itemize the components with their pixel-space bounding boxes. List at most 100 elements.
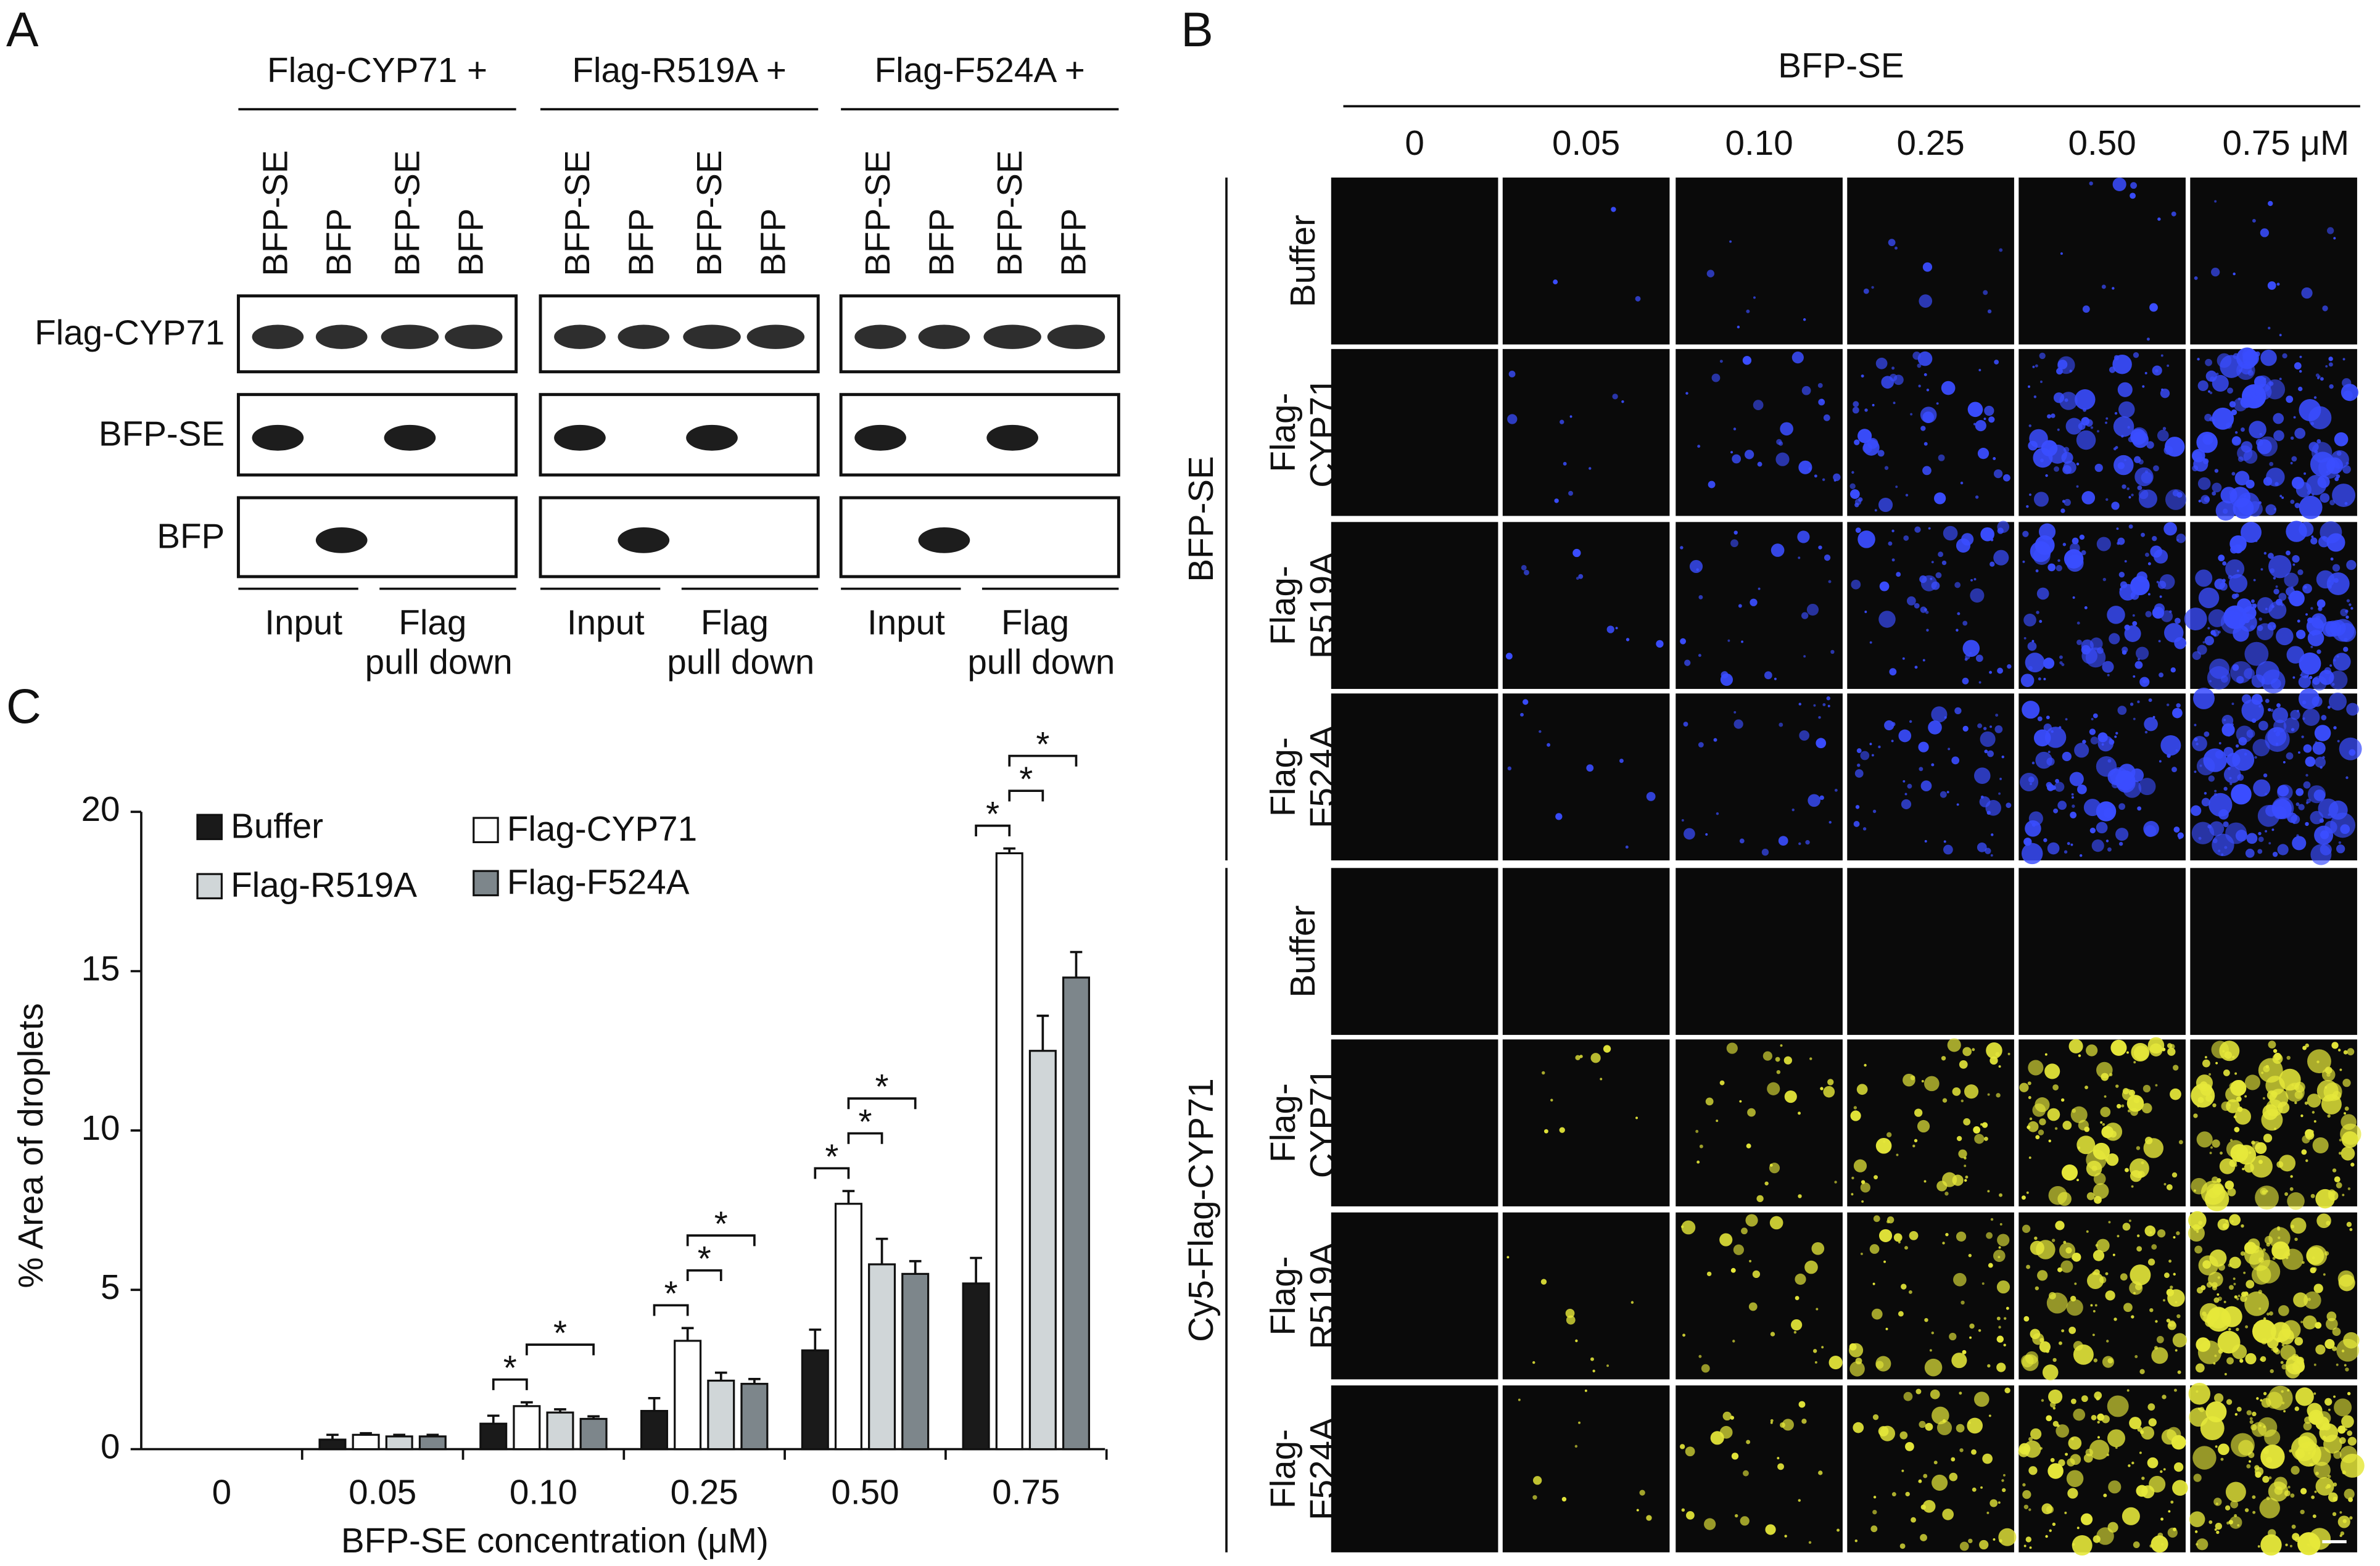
- droplet: [2301, 287, 2313, 299]
- droplet: [2023, 637, 2027, 640]
- droplet: [1803, 318, 1806, 321]
- droplet: [1975, 495, 1979, 499]
- droplet: [1711, 373, 1721, 382]
- droplet: [1901, 799, 1912, 810]
- droplet: [2279, 495, 2283, 498]
- droplet: [2313, 1284, 2323, 1293]
- blot-band: [983, 324, 1041, 349]
- droplet: [2160, 354, 2163, 357]
- droplet: [2244, 641, 2269, 666]
- droplet: [2046, 1349, 2050, 1353]
- droplet: [2178, 836, 2181, 839]
- droplet: [2093, 1250, 2105, 1261]
- droplet: [2117, 1235, 2120, 1238]
- error-bar: [587, 1415, 600, 1419]
- bar: [1062, 976, 1090, 1451]
- droplet: [2278, 1305, 2289, 1316]
- droplet: [2342, 1193, 2345, 1197]
- droplet: [2156, 1336, 2164, 1343]
- droplet: [2317, 476, 2330, 488]
- droplet: [2236, 1145, 2257, 1165]
- droplet: [2316, 570, 2335, 589]
- droplet: [1851, 1176, 1854, 1180]
- droplet: [2028, 811, 2043, 826]
- droplet: [2133, 1292, 2136, 1295]
- droplet: [2332, 1512, 2337, 1517]
- droplet: [2229, 1285, 2234, 1290]
- error-bar: [681, 1327, 694, 1341]
- droplet: [1731, 1453, 1739, 1460]
- droplet: [2320, 377, 2324, 381]
- bar: [640, 1409, 669, 1451]
- droplet: [2103, 807, 2114, 818]
- droplet: [2303, 1422, 2312, 1431]
- droplet: [1959, 1060, 1968, 1069]
- droplet: [2060, 1098, 2065, 1102]
- blot-band: [918, 527, 970, 553]
- droplet: [2234, 471, 2250, 486]
- droplet: [2094, 463, 2103, 472]
- droplet: [1823, 1086, 1835, 1098]
- error-bar: [1070, 950, 1083, 978]
- droplet: [1679, 1444, 1685, 1449]
- droplet: [2160, 610, 2173, 622]
- droplet: [1917, 363, 1922, 368]
- droplet: [2091, 839, 2104, 852]
- droplet: [2260, 228, 2270, 237]
- droplet: [2027, 641, 2037, 651]
- significance-label: *: [714, 1204, 728, 1243]
- droplet: [1923, 1180, 1927, 1183]
- droplet: [1806, 603, 1819, 616]
- droplet: [2192, 1224, 2200, 1232]
- droplet: [1941, 381, 1956, 395]
- droplet: [2286, 550, 2291, 556]
- droplet: [2230, 545, 2238, 554]
- significance-bracket: [686, 1234, 756, 1247]
- droplet: [2328, 1189, 2336, 1197]
- droplet: [2270, 709, 2274, 712]
- droplet: [2176, 1231, 2180, 1235]
- droplet: [2028, 666, 2033, 670]
- droplet: [1507, 414, 1518, 424]
- droplet: [1626, 638, 1630, 641]
- droplet: [2130, 429, 2147, 445]
- droplet: [2281, 1343, 2285, 1346]
- droplet: [2039, 620, 2043, 623]
- droplet: [2282, 1248, 2304, 1271]
- droplet: [2299, 522, 2314, 537]
- blot-box: [236, 496, 518, 579]
- droplet: [2204, 636, 2214, 646]
- droplet: [2110, 767, 2128, 786]
- droplet: [2307, 1543, 2310, 1546]
- droplet: [2302, 583, 2312, 594]
- droplet: [2160, 1517, 2164, 1521]
- droplet: [2268, 1227, 2291, 1249]
- droplet: [1743, 1470, 1749, 1477]
- droplet: [1799, 730, 1810, 741]
- droplet: [2268, 601, 2287, 619]
- droplet: [2096, 1061, 2113, 1079]
- lane-label: BFP: [922, 208, 961, 276]
- droplet: [2249, 1250, 2270, 1271]
- micrograph: [1847, 868, 2014, 1035]
- micrograph: [1331, 1039, 1498, 1206]
- droplet: [2064, 1511, 2067, 1514]
- error-bar: [521, 1401, 533, 1406]
- droplet: [1912, 352, 1921, 360]
- droplet: [2030, 1240, 2044, 1255]
- droplet: [1798, 1194, 1802, 1198]
- droplet: [2291, 1465, 2300, 1475]
- droplet: [2141, 472, 2153, 484]
- lane-label: BFP-SE: [558, 150, 597, 276]
- droplet: [2296, 1356, 2304, 1365]
- droplet: [2221, 1101, 2231, 1111]
- droplet: [2105, 417, 2109, 420]
- droplet: [2188, 1211, 2207, 1230]
- droplet: [2196, 1337, 2211, 1352]
- droplet: [2124, 560, 2127, 563]
- droplet: [2304, 472, 2307, 475]
- droplet: [1985, 800, 2002, 816]
- droplet: [2001, 1479, 2004, 1482]
- droplet: [2194, 1245, 2203, 1254]
- droplet: [2305, 773, 2308, 777]
